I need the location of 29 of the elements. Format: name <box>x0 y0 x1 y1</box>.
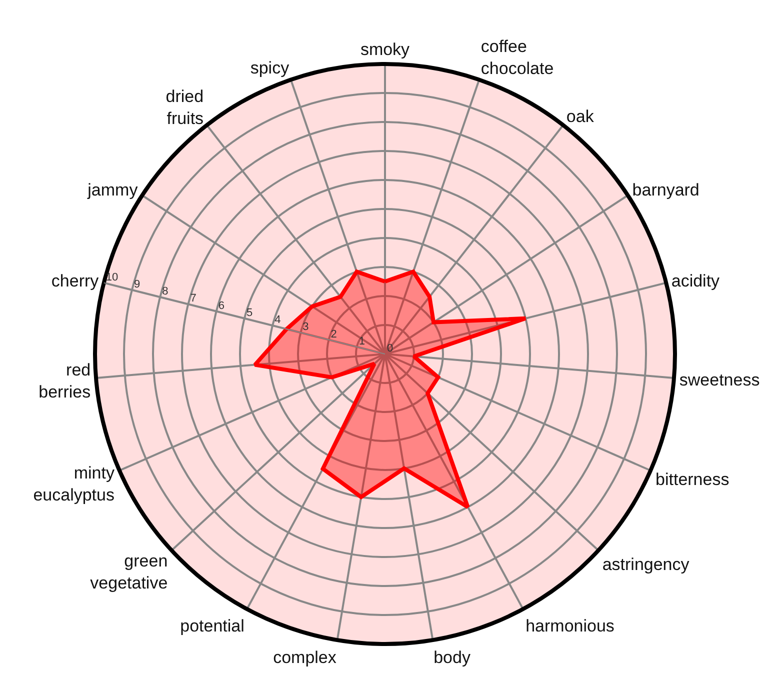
spoke-label: body <box>434 648 471 668</box>
spoke-label: bitterness <box>656 470 730 489</box>
y-tick-label: 8 <box>162 286 168 298</box>
spoke-label: coffee chocolate <box>480 36 554 78</box>
spoke-label: oak <box>566 106 594 126</box>
spoke-label: acidity <box>671 271 720 290</box>
spoke-label: jammy <box>86 180 138 200</box>
spoke-label: minty eucalyptus <box>33 463 115 504</box>
y-tick-label: 0 <box>387 342 394 355</box>
y-tick-label: 1 <box>358 335 366 348</box>
y-tick-label: 6 <box>218 300 224 312</box>
spoke-label: spicy <box>250 58 290 78</box>
y-tick-label: 3 <box>302 321 309 334</box>
y-tick-label: 2 <box>330 328 337 340</box>
spoke-label: dried fruits <box>166 87 204 128</box>
spoke-label: complex <box>273 648 337 668</box>
y-tick-label: 4 <box>274 314 281 326</box>
spoke-label: harmonious <box>526 616 614 636</box>
spoke-label: smoky <box>360 40 410 60</box>
spoke-label: barnyard <box>632 180 700 200</box>
spoke-label: potential <box>180 616 244 636</box>
spoke-label: red berries <box>38 360 91 402</box>
spoke-label: sweetness <box>679 370 760 390</box>
y-tick-label: 5 <box>246 306 253 319</box>
y-tick-label: 9 <box>134 278 140 290</box>
y-tick-label: 7 <box>190 292 196 305</box>
spoke-label: astringency <box>602 554 690 574</box>
spoke-label: cherry <box>51 271 100 290</box>
spoke-label: green vegetative <box>90 551 168 592</box>
